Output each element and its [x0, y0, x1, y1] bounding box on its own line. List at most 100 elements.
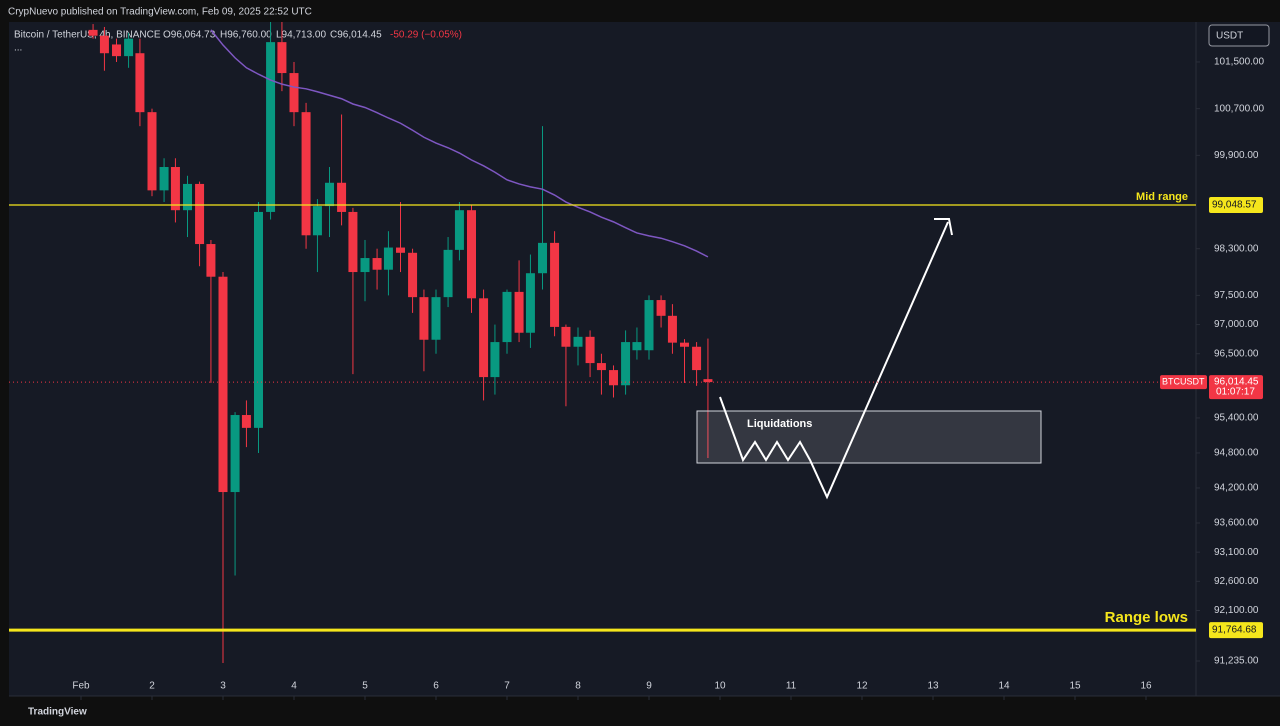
liquidation-box — [696, 410, 1042, 464]
legend-close: C96,014.45 — [330, 30, 382, 41]
candle-body — [479, 298, 489, 378]
candle-body — [170, 167, 180, 211]
last-price-countdown: 01:07:17 — [1216, 387, 1255, 398]
level-label: Mid range — [1136, 191, 1188, 203]
y-tick-label: 99,900.00 — [1214, 150, 1259, 161]
candle-body — [301, 112, 311, 236]
candle-body — [667, 315, 677, 343]
candle-body — [218, 276, 228, 493]
x-tick-label: 14 — [998, 681, 1010, 692]
y-tick-label: 97,000.00 — [1214, 319, 1259, 330]
candle-body — [467, 210, 477, 299]
y-tick-label: 97,500.00 — [1214, 290, 1259, 301]
candle-body — [443, 249, 453, 298]
candle-body — [680, 342, 690, 347]
x-tick-label: 7 — [504, 681, 510, 692]
x-tick-label: 16 — [1140, 681, 1152, 692]
candle-body — [656, 300, 666, 316]
y-tick-label: 93,100.00 — [1214, 547, 1259, 558]
legend-symbol: Bitcoin / TetherUS, 4h, BINANCE — [14, 30, 161, 41]
candle-body — [431, 297, 441, 340]
candle-body — [573, 336, 583, 347]
symbol-label: BTCUSDT — [1162, 376, 1205, 386]
candle-body — [692, 346, 702, 371]
legend-change: -50.29 (−0.05%) — [390, 30, 462, 41]
candle-body — [348, 211, 358, 273]
candle-body — [99, 35, 109, 54]
candle-body — [525, 273, 535, 333]
x-tick-label: 8 — [575, 681, 581, 692]
candle-body — [621, 342, 631, 386]
candle-body — [195, 183, 205, 245]
candle-body — [596, 363, 606, 371]
x-tick-label: 4 — [291, 681, 297, 692]
y-tick-label: 93,600.00 — [1214, 518, 1259, 529]
candle-body — [383, 247, 393, 270]
candle-body — [360, 258, 370, 273]
candle-body — [88, 29, 98, 36]
candle-body — [490, 342, 500, 378]
level-price-label: 99,048.57 — [1212, 200, 1257, 211]
candle-body — [324, 182, 334, 207]
candle-body — [111, 44, 121, 57]
candle-body — [241, 415, 251, 428]
legend-high: H96,760.00 — [220, 30, 272, 41]
candle-body — [550, 242, 560, 327]
drawings — [696, 218, 1042, 500]
candle-body — [644, 300, 654, 351]
level-price-box — [1209, 622, 1263, 639]
plot-area — [9, 22, 1280, 696]
candle-body — [182, 183, 192, 211]
candle-body — [502, 291, 512, 343]
annotation: Liquidations — [747, 418, 812, 430]
y-tick-label: 100,700.00 — [1214, 103, 1264, 114]
symbol-box — [1160, 375, 1207, 390]
last-price-box — [1209, 375, 1263, 400]
currency-button[interactable] — [1208, 24, 1270, 47]
level-label: Range lows — [1105, 609, 1188, 626]
x-tick-label: 5 — [362, 681, 368, 692]
last-price-label: 96,014.45 — [1214, 377, 1259, 388]
y-tick-label: 95,400.00 — [1214, 413, 1259, 424]
candle-body — [585, 336, 595, 364]
candle-body — [206, 244, 216, 277]
arrow-head — [934, 218, 953, 236]
candle-body — [312, 206, 322, 236]
candle-body — [372, 258, 382, 270]
currency[interactable]: USDT — [1216, 31, 1243, 42]
candle-body — [538, 242, 548, 274]
x-tick-label: 3 — [220, 681, 226, 692]
x-tick-label: 13 — [927, 681, 939, 692]
plot — [88, 22, 713, 664]
x-tick-label: 12 — [856, 681, 868, 692]
candle-body — [230, 415, 240, 493]
x-tick-label: 11 — [786, 681, 797, 692]
candle-body — [337, 182, 347, 212]
candle-body — [253, 211, 263, 428]
x-tick-label: 6 — [433, 681, 439, 692]
y-tick-label: 94,800.00 — [1214, 448, 1259, 459]
candle-body — [266, 42, 276, 212]
y-tick-label: 96,500.00 — [1214, 348, 1259, 359]
x-tick-label: Feb — [72, 681, 90, 692]
candle-body — [609, 370, 619, 386]
candle-body — [419, 297, 429, 340]
legend-low: L94,713.00 — [276, 30, 326, 41]
candle-body — [277, 42, 287, 74]
header: CrypNuevo published on TradingView.com, … — [8, 7, 312, 18]
candle-body — [124, 38, 134, 57]
candle-body — [159, 167, 169, 191]
y-tick-label: 98,300.00 — [1214, 243, 1259, 254]
legend-open: O96,064.73 — [163, 30, 216, 41]
level-price-box — [1209, 197, 1263, 214]
candle-body — [632, 342, 642, 351]
y-tick-label: 91,235.00 — [1214, 656, 1259, 667]
x-tick-label: 15 — [1069, 681, 1081, 692]
moving-average — [210, 29, 709, 258]
candle-body — [135, 53, 145, 113]
candle-body — [396, 247, 406, 253]
y-tick-label: 94,200.00 — [1214, 483, 1259, 494]
legend-more: ... — [14, 43, 22, 54]
level-price-label: 91,764.68 — [1212, 625, 1257, 636]
